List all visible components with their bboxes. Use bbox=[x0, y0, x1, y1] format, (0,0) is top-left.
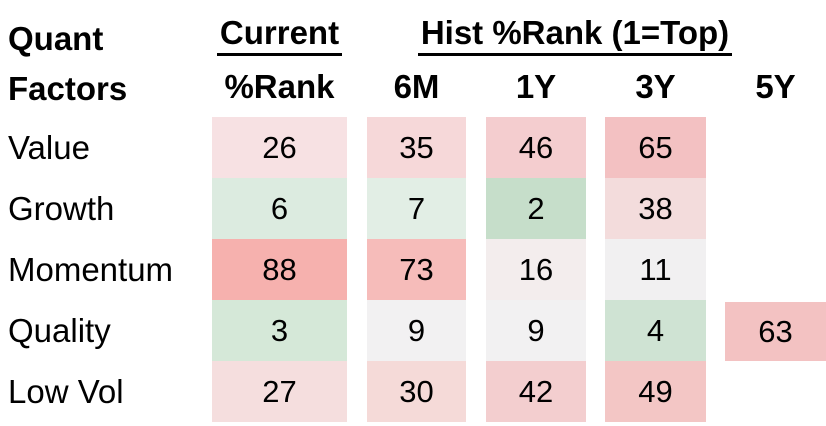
heatmap-cell: 42 bbox=[486, 361, 586, 422]
column-header-1y: 1Y bbox=[515, 68, 557, 105]
row-label-quality: Quality bbox=[8, 312, 111, 349]
heatmap-cell-empty bbox=[725, 178, 826, 239]
column-header-current-rank: %Rank bbox=[224, 68, 335, 105]
heatmap-cell: 4 bbox=[605, 300, 706, 361]
heatmap-cell: 73 bbox=[367, 239, 466, 300]
heatmap-cell: 49 bbox=[605, 361, 706, 422]
heatmap-cell: 26 bbox=[212, 117, 347, 178]
heatmap-cell: 35 bbox=[367, 117, 466, 178]
column-group-header-current: Current bbox=[212, 14, 347, 56]
row-label-momentum: Momentum bbox=[8, 251, 174, 288]
current-header-label: Current bbox=[216, 14, 343, 56]
column-group-header-hist: Hist %Rank (1=Top) bbox=[350, 14, 800, 56]
heatmap-cell: 11 bbox=[605, 239, 706, 300]
heatmap-cell-empty bbox=[725, 239, 826, 300]
heatmap-cell: 3 bbox=[212, 300, 347, 361]
heatmap-cell: 9 bbox=[486, 300, 586, 361]
column-header-3y: 3Y bbox=[635, 68, 676, 105]
row-label-low-vol: Low Vol bbox=[8, 373, 124, 410]
heatmap-cell-empty bbox=[725, 117, 826, 178]
column-header-6m: 6M bbox=[393, 68, 440, 105]
heatmap-cell-empty bbox=[725, 361, 826, 422]
page-title-line2: Factors bbox=[8, 70, 128, 107]
heatmap-cell: 46 bbox=[486, 117, 586, 178]
row-label-value: Value bbox=[8, 129, 90, 166]
column-header-5y: 5Y bbox=[755, 68, 796, 105]
heatmap-cell: 6 bbox=[212, 178, 347, 239]
heatmap-cell: 38 bbox=[605, 178, 706, 239]
row-label-growth: Growth bbox=[8, 190, 115, 227]
heatmap-cell: 30 bbox=[367, 361, 466, 422]
heatmap-cell: 88 bbox=[212, 239, 347, 300]
heatmap-cell: 7 bbox=[367, 178, 466, 239]
heatmap-cell: 63 bbox=[725, 302, 826, 361]
heatmap-cell: 16 bbox=[486, 239, 586, 300]
heatmap-cell: 27 bbox=[212, 361, 347, 422]
heatmap-cell: 65 bbox=[605, 117, 706, 178]
heatmap-cell: 2 bbox=[486, 178, 586, 239]
heatmap-cell: 9 bbox=[367, 300, 466, 361]
hist-header-label: Hist %Rank (1=Top) bbox=[417, 14, 733, 56]
page-title-line1: Quant bbox=[8, 20, 104, 57]
